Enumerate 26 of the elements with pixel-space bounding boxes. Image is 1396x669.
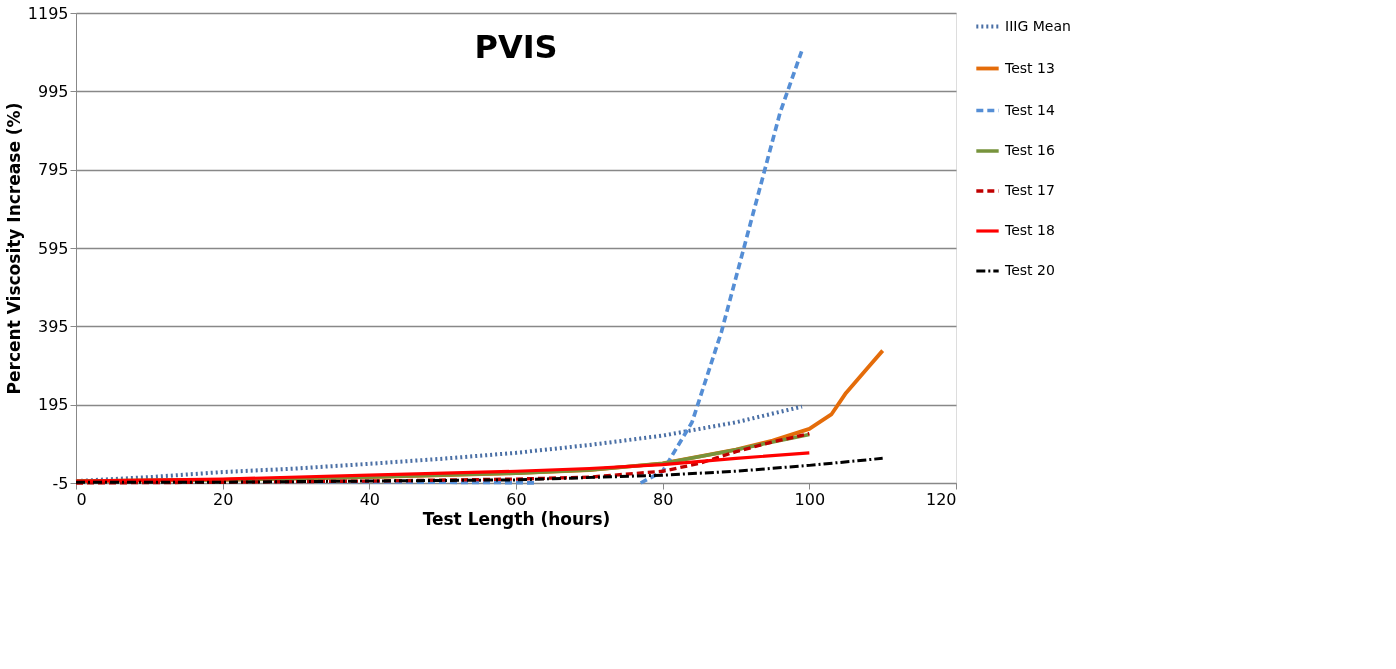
x-tick-label: 40: [359, 489, 381, 509]
legend-label: Test 20: [1004, 262, 1055, 278]
y-tick-label: -5: [52, 473, 69, 493]
legend-label: Test 18: [1004, 222, 1055, 238]
x-tick-label: 60: [506, 489, 527, 509]
y-tick-label: 995: [37, 81, 69, 101]
legend-label: Test 16: [1004, 142, 1055, 158]
y-tick-label: 395: [37, 316, 69, 336]
legend-label: Test 14: [1004, 101, 1055, 118]
y-axis-title: Percent Viscosity Increase (%): [3, 102, 24, 395]
x-tick-label: 0: [76, 489, 87, 509]
line-series: [74, 456, 885, 484]
y-tick-label: 195: [37, 395, 69, 415]
x-tick-label: 80: [652, 489, 674, 509]
y-tick-label: 1195: [27, 3, 69, 23]
legend-label: Test 17: [1004, 182, 1055, 198]
x-tick-label: 20: [212, 489, 234, 509]
x-axis-title: Test Length (hours): [422, 508, 611, 529]
legend-label: IIIG Mean: [1005, 17, 1071, 34]
x-tick-label: 120: [925, 489, 957, 509]
line-series: [74, 451, 811, 483]
y-tick-label: 595: [37, 238, 69, 258]
text: PVIS: [474, 28, 558, 66]
legend-label: Test 13: [1004, 59, 1055, 76]
x-tick-label: 100: [794, 489, 826, 509]
y-tick-label: 795: [37, 160, 69, 180]
